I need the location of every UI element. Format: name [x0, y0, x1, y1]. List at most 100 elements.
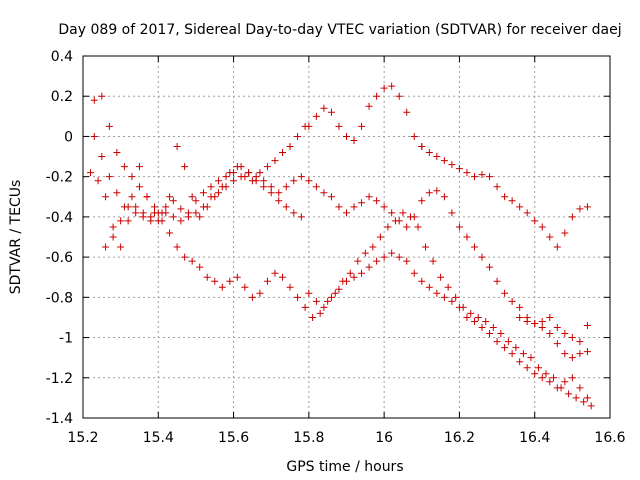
data-point	[233, 273, 241, 281]
data-point	[196, 213, 204, 221]
data-point	[516, 303, 524, 311]
data-point	[124, 217, 132, 225]
data-point	[395, 92, 403, 100]
data-point	[433, 187, 441, 195]
data-point	[350, 273, 358, 281]
data-point	[576, 338, 584, 346]
data-point	[309, 313, 317, 321]
data-point	[282, 183, 290, 191]
data-point	[117, 217, 125, 225]
data-point	[279, 273, 287, 281]
y-tick-label: -0.8	[46, 290, 73, 306]
data-point	[406, 213, 414, 221]
data-point	[199, 203, 207, 211]
data-point	[113, 189, 121, 197]
data-point	[523, 209, 531, 217]
data-point	[151, 203, 159, 211]
data-point	[373, 197, 381, 205]
data-point	[463, 313, 471, 321]
data-point	[282, 203, 290, 211]
data-point	[546, 378, 554, 386]
data-point	[448, 209, 456, 217]
data-point	[305, 177, 313, 185]
data-point	[568, 213, 576, 221]
data-point	[380, 253, 388, 261]
data-point	[512, 344, 520, 352]
data-point	[294, 293, 302, 301]
data-point	[286, 143, 294, 150]
data-point	[448, 161, 456, 169]
data-point	[188, 193, 196, 201]
y-axis: -1.4 -1.2 -1 -0.8 -0.6 -0.4 -0.2 0 0.2 0.4	[46, 49, 610, 427]
data-point	[320, 189, 328, 197]
data-point	[583, 394, 591, 402]
data-point	[143, 193, 151, 201]
y-tick-label: 0.2	[51, 89, 73, 105]
y-tick-label: 0	[64, 129, 73, 145]
data-point	[553, 384, 561, 392]
data-point	[290, 177, 298, 185]
data-point	[169, 197, 177, 205]
data-point	[440, 293, 448, 301]
data-point	[158, 217, 166, 225]
data-point	[203, 273, 211, 281]
data-point	[173, 143, 181, 150]
data-point	[166, 229, 174, 237]
data-point	[463, 169, 471, 177]
data-point	[113, 149, 121, 157]
x-tick-label: 15.8	[293, 430, 324, 446]
data-point	[181, 163, 189, 171]
data-point	[173, 243, 181, 251]
x-tick-label: 16	[375, 430, 393, 446]
data-point	[343, 209, 350, 217]
data-point	[105, 122, 113, 130]
data-point	[120, 163, 128, 171]
y-tick-label: -0.2	[46, 170, 73, 186]
data-point	[316, 309, 324, 317]
data-point	[312, 112, 320, 120]
data-points	[87, 82, 595, 410]
y-tick-label: -0.6	[46, 250, 73, 266]
chart-title: Day 089 of 2017, Sidereal Day-to-day VTE…	[58, 22, 621, 38]
data-point	[222, 183, 230, 191]
data-point	[486, 173, 494, 181]
data-point	[572, 394, 580, 402]
data-point	[267, 183, 275, 191]
data-point	[546, 233, 554, 241]
data-point	[350, 203, 358, 211]
data-point	[237, 173, 245, 181]
data-point	[376, 233, 384, 241]
data-point	[241, 283, 249, 291]
data-point	[467, 309, 475, 317]
plot-frame	[82, 55, 611, 419]
data-point	[561, 229, 569, 237]
data-point	[124, 203, 132, 211]
y-tick-label: -1.2	[46, 371, 73, 387]
data-point	[523, 317, 531, 325]
data-point	[478, 324, 486, 331]
data-point	[373, 257, 381, 265]
data-point	[568, 374, 576, 382]
data-point	[222, 173, 230, 181]
data-point	[135, 183, 143, 191]
data-point	[166, 193, 174, 201]
data-point	[109, 233, 117, 241]
data-point	[470, 317, 478, 325]
data-point	[365, 263, 373, 271]
data-point	[542, 370, 550, 378]
data-point	[474, 313, 482, 321]
data-point	[237, 163, 245, 171]
data-point	[365, 102, 373, 110]
data-point	[102, 243, 110, 251]
data-point	[418, 277, 426, 285]
data-point	[98, 92, 106, 100]
data-point	[256, 169, 264, 177]
data-point	[354, 257, 362, 265]
data-point	[109, 223, 117, 231]
data-point	[568, 334, 576, 342]
data-point	[139, 213, 147, 221]
data-point	[271, 157, 279, 165]
data-point	[538, 324, 546, 331]
data-point	[493, 183, 501, 191]
data-point	[305, 122, 313, 130]
